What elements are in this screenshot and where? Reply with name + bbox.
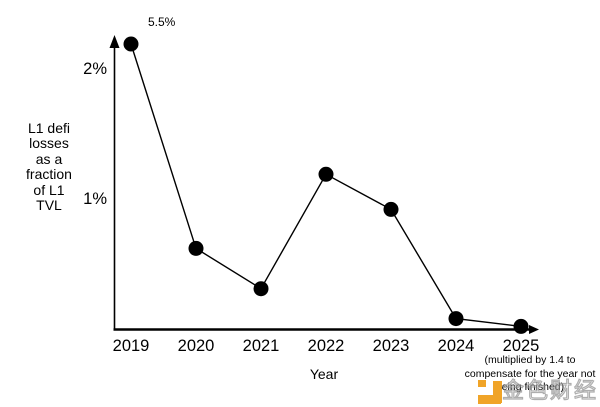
x-tick-label-2025: 2025 — [502, 337, 540, 355]
x-tick-label-2021: 2021 — [242, 337, 280, 355]
x-tick-label-2024: 2024 — [437, 337, 475, 355]
data-point-2019 — [123, 36, 139, 52]
x-tick-label-2020: 2020 — [177, 337, 215, 355]
x-tick-label-2019: 2019 — [112, 337, 150, 355]
series-line — [130, 43, 522, 328]
watermark: 金色财经 — [477, 378, 599, 405]
y-tick-label-2pct: 2% — [83, 59, 107, 78]
y-axis-arrow — [109, 35, 120, 48]
data-point-2020 — [188, 240, 204, 256]
x-axis-title: Year — [309, 366, 339, 382]
data-point-2024 — [448, 311, 464, 327]
data-point-2023 — [383, 201, 399, 217]
watermark-text: 金色财经 — [501, 378, 599, 403]
y-tick-label-1pct: 1% — [83, 189, 107, 208]
data-point-2022 — [318, 166, 334, 182]
chart-footnote: (multiplied by 1.4 to compensate for the… — [464, 354, 596, 393]
x-tick-label-2022: 2022 — [307, 337, 345, 355]
peak-value-annotation: 5.5% — [148, 15, 176, 29]
y-axis-title: L1 defi losses as a fraction of L1 TVL — [26, 120, 72, 214]
x-axis-arrow — [529, 325, 539, 334]
watermark-logo-icon — [477, 380, 502, 404]
data-point-2025 — [513, 318, 529, 334]
data-point-2021 — [253, 281, 269, 297]
x-tick-label-2023: 2023 — [372, 337, 410, 355]
